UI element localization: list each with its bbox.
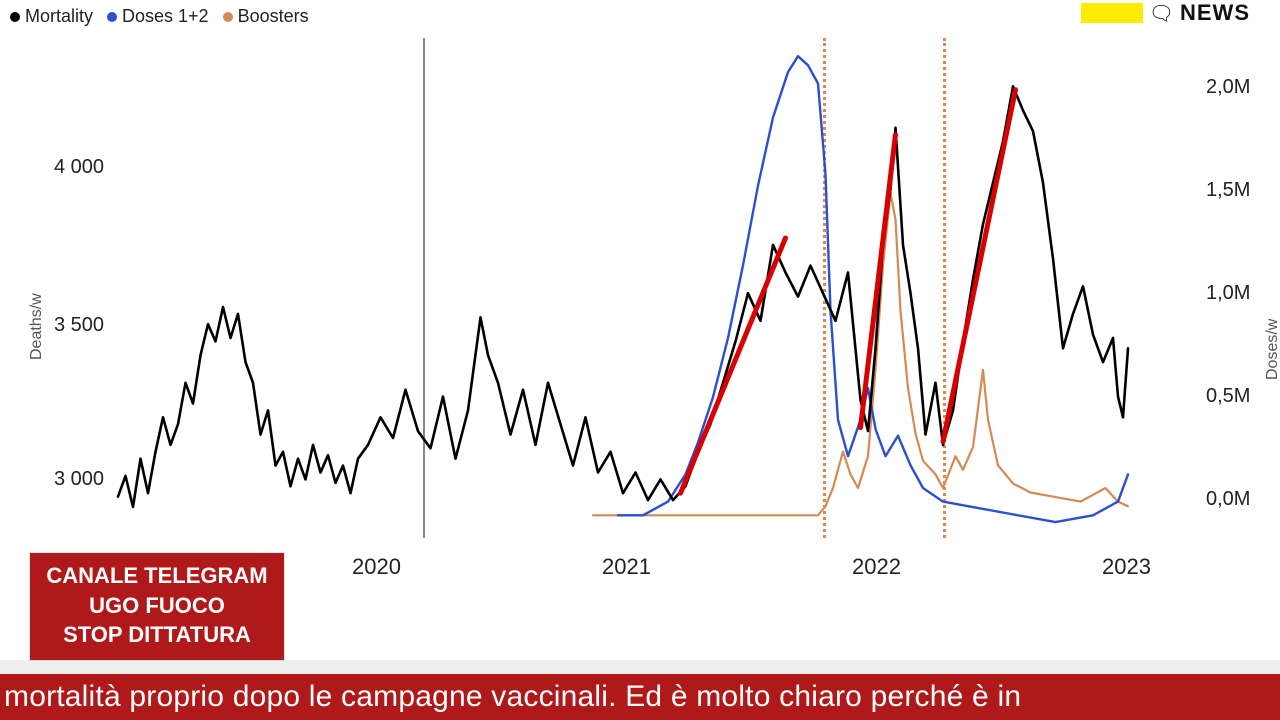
trend-line [943,90,1016,442]
legend-dot [107,12,117,22]
y-left-tick: 4 000 [54,156,104,179]
y-left-axis-label: Deaths/w [28,293,46,360]
lower-gray-band [0,660,1280,674]
plot-area [118,38,1166,538]
y-right-axis-label: Doses/w [1264,319,1280,380]
y-right-tick: 1,5M [1206,179,1250,202]
series-mortality [118,86,1128,507]
legend-dot [10,12,20,22]
x-tick: 2020 [352,554,401,580]
y-left-tick: 3 500 [54,314,104,337]
x-tick: 2022 [852,554,901,580]
legend-item-boosters: Boosters [223,6,309,27]
y-right-tick: 0,5M [1206,385,1250,408]
y-right-tick: 0,0M [1206,488,1250,511]
news-badge: 🗨 NEWS [1081,0,1250,26]
telegram-line-1: CANALE TELEGRAM [30,561,284,591]
y-right-tick: 2,0M [1206,76,1250,99]
legend-label: Boosters [238,6,309,27]
news-badge-yellow [1081,3,1143,23]
telegram-promo-box: CANALE TELEGRAM UGO FUOCO STOP DITTATURA [30,553,284,660]
y-left-tick: 3 000 [54,468,104,491]
chart-svg [118,38,1166,538]
legend-item-doses12: Doses 1+2 [107,6,209,27]
x-tick: 2021 [602,554,651,580]
y-right-tick: 1,0M [1206,282,1250,305]
trend-lines [681,90,1016,493]
legend-label: Mortality [25,6,93,27]
series-boosters [593,193,1128,516]
news-ticker: mortalità proprio dopo le campagne vacci… [0,674,1280,720]
news-badge-text: NEWS [1180,0,1250,26]
chart-container: Mortality Doses 1+2 Boosters Deaths/w Do… [0,0,1280,720]
legend-item-mortality: Mortality [10,6,93,27]
speech-bubble-icon: 🗨 [1149,1,1174,26]
telegram-line-2: UGO FUOCO [30,591,284,621]
trend-line [681,238,786,493]
series-doses12 [618,56,1128,522]
legend-label: Doses 1+2 [122,6,209,27]
telegram-line-3: STOP DITTATURA [30,620,284,650]
x-tick: 2023 [1102,554,1151,580]
legend: Mortality Doses 1+2 Boosters [10,6,309,27]
legend-dot [223,12,233,22]
trend-line [861,135,896,428]
